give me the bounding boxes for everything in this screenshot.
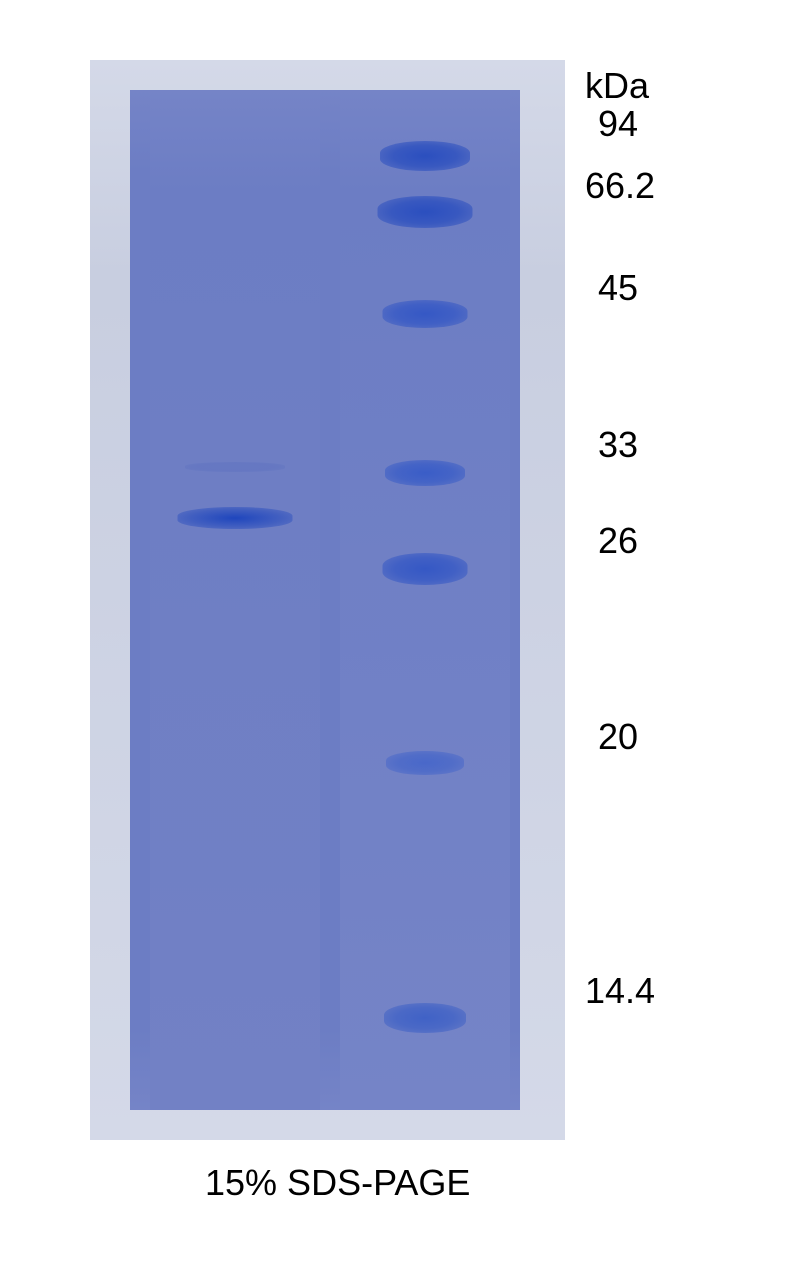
gel-caption: 15% SDS-PAGE — [205, 1162, 470, 1204]
mw-label: 33 — [598, 424, 638, 466]
mw-label: 26 — [598, 520, 638, 562]
gel-frame — [90, 60, 565, 1140]
marker-band — [386, 751, 464, 775]
marker-band — [383, 300, 468, 328]
gel-membrane — [130, 90, 520, 1110]
sample-lane — [150, 90, 320, 1110]
sample-band — [178, 507, 293, 529]
marker-band — [380, 141, 470, 171]
mw-label: 94 — [598, 103, 638, 145]
sample-band — [185, 462, 285, 472]
mw-label: 14.4 — [585, 970, 655, 1012]
unit-label: kDa — [585, 65, 649, 107]
gel-image-container: kDa 15% SDS-PAGE 94 66.2 45 33 26 20 14.4 — [60, 40, 720, 1240]
marker-band — [384, 1003, 466, 1033]
marker-band — [385, 460, 465, 486]
marker-band — [383, 553, 468, 585]
marker-band — [378, 196, 473, 228]
mw-label: 20 — [598, 716, 638, 758]
mw-label: 66.2 — [585, 165, 655, 207]
mw-label: 45 — [598, 267, 638, 309]
marker-lane — [340, 90, 510, 1110]
